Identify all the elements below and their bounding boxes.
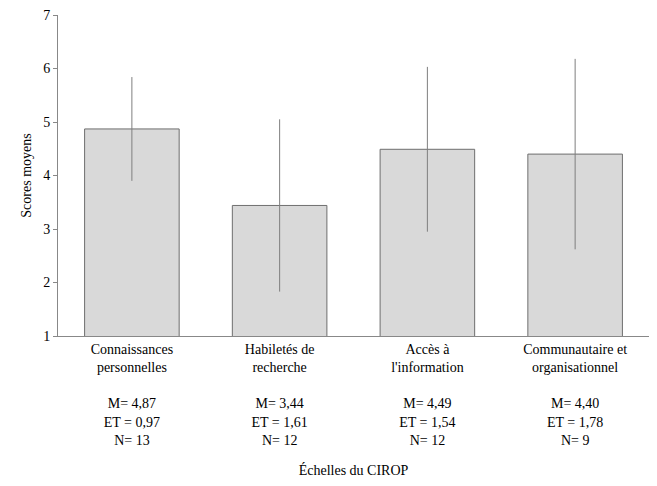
- svg-text:3: 3: [43, 222, 50, 237]
- svg-text:Scores moyens: Scores moyens: [19, 133, 34, 217]
- svg-text:Échelles du CIROP: Échelles du CIROP: [299, 462, 409, 478]
- svg-text:Habiletés derechercheM= 3,44ET: Habiletés derechercheM= 3,44ET = 1,61N= …: [245, 342, 315, 448]
- svg-text:7: 7: [43, 8, 50, 23]
- svg-text:6: 6: [43, 61, 50, 76]
- svg-text:2: 2: [43, 275, 50, 290]
- svg-text:4: 4: [43, 168, 50, 183]
- svg-text:ConnaissancespersonnellesM= 4,: ConnaissancespersonnellesM= 4,87ET = 0,9…: [91, 342, 173, 448]
- svg-text:1: 1: [43, 329, 50, 344]
- svg-text:Communautaire etorganisationne: Communautaire etorganisationnelM= 4,40ET…: [523, 342, 627, 448]
- svg-text:Accès àl'informationM= 4,49ET: Accès àl'informationM= 4,49ET = 1,54N= 1…: [391, 342, 464, 448]
- svg-text:5: 5: [43, 115, 50, 130]
